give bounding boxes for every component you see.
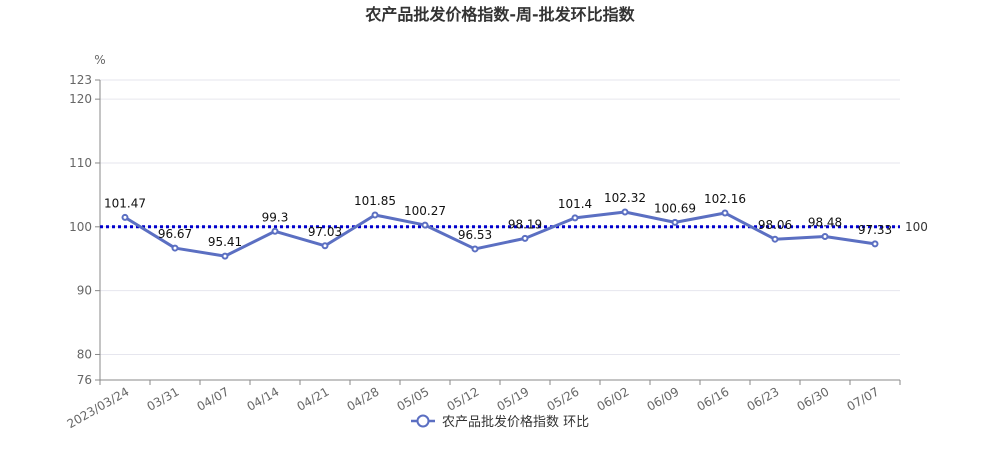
data-label-05/19: 98.19 — [508, 217, 542, 231]
data-point-04/28 — [371, 211, 379, 219]
data-label-05/12: 96.53 — [458, 228, 492, 242]
x-tick-label-05/05: 05/05 — [395, 384, 432, 413]
data-point-06/02 — [621, 208, 629, 216]
x-tick-label-04/28: 04/28 — [345, 384, 382, 413]
data-label-03/31: 96.67 — [158, 227, 192, 241]
x-tick-label-06/09: 06/09 — [645, 384, 682, 413]
data-label-05/05: 100.27 — [404, 204, 446, 218]
data-labels: 101.47 96.67 95.41 99.3 97.03 101.85 100.27 96.… — [104, 191, 892, 249]
x-tick-label-2023/03/24: 2023/03/24 — [65, 384, 132, 431]
y-tick-label-76: 76 — [77, 373, 92, 387]
x-tick-label-06/23: 06/23 — [745, 384, 782, 413]
x-tick-label-06/02: 06/02 — [595, 384, 632, 413]
data-point-05/05 — [421, 221, 429, 229]
data-point-06/09 — [671, 218, 679, 226]
y-unit-label: % — [94, 53, 105, 67]
x-tick-label-06/30: 06/30 — [795, 384, 832, 413]
reference-line-label: 100 — [905, 220, 928, 234]
y-tick-label-100: 100 — [69, 220, 92, 234]
series-group — [121, 208, 879, 260]
data-point-04/14 — [271, 227, 279, 235]
data-point-06/30 — [821, 233, 829, 241]
y-tick-label-90: 90 — [77, 284, 92, 298]
x-tick-label-07/07: 07/07 — [845, 384, 882, 413]
y-tick-label-120: 120 — [69, 92, 92, 106]
data-point-03/31 — [171, 244, 179, 252]
x-tick-label-05/12: 05/12 — [445, 384, 482, 413]
legend-circle-marker — [416, 414, 430, 428]
y-tick-label-110: 110 — [69, 156, 92, 170]
x-tick-label-04/21: 04/21 — [295, 384, 332, 413]
data-point-05/19 — [521, 234, 529, 242]
series-line — [124, 210, 876, 258]
data-point-07/07 — [871, 240, 879, 248]
data-label-06/02: 102.32 — [604, 191, 646, 205]
x-tick-label-06/16: 06/16 — [695, 384, 732, 413]
y-axis-ticks: 76 80 90 100 110 120 123 — [69, 73, 100, 387]
x-tick-label-05/26: 05/26 — [545, 384, 582, 413]
reference-line-group: 100 — [100, 220, 928, 234]
data-label-06/16: 102.16 — [704, 192, 746, 206]
x-tick-label-04/07: 04/07 — [195, 384, 232, 413]
data-point-06/23 — [771, 235, 779, 243]
data-point-04/07 — [221, 252, 229, 260]
x-tick-label-03/31: 03/31 — [145, 384, 182, 413]
data-point-2023/03/24 — [121, 213, 129, 221]
data-point-05/26 — [571, 214, 579, 222]
data-label-04/28: 101.85 — [354, 194, 396, 208]
data-label-04/21: 97.03 — [308, 225, 342, 239]
data-label-2023/03/24: 101.47 — [104, 196, 146, 210]
data-point-06/16 — [721, 209, 729, 217]
data-label-05/26: 101.4 — [558, 197, 592, 211]
y-tick-label-123: 123 — [69, 73, 92, 87]
legend-label: 农产品批发价格指数 环比 — [442, 414, 589, 430]
data-label-07/07: 97.33 — [858, 223, 892, 237]
x-tick-label-04/14: 04/14 — [245, 384, 282, 413]
data-label-06/09: 100.69 — [654, 201, 696, 215]
legend[interactable]: 农产品批发价格指数 环比 — [411, 414, 589, 430]
x-tick-label-05/19: 05/19 — [495, 384, 532, 413]
data-point-05/12 — [471, 245, 479, 253]
data-label-06/30: 98.48 — [808, 216, 842, 230]
chart-title: 农产品批发价格指数-周-批发环比指数 — [364, 5, 635, 24]
data-point-04/21 — [321, 242, 329, 250]
data-label-04/07: 95.41 — [208, 235, 242, 249]
y-tick-label-80: 80 — [77, 347, 92, 361]
data-label-06/23: 98.06 — [758, 218, 792, 232]
data-label-04/14: 99.3 — [262, 210, 289, 224]
